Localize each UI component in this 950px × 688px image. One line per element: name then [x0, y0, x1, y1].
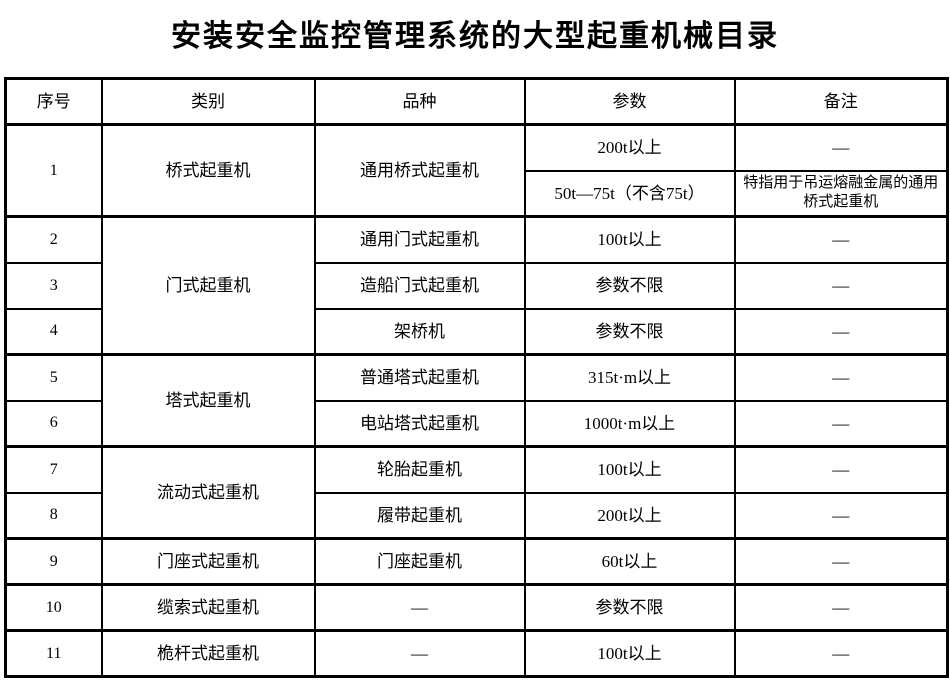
table-row: 11 桅杆式起重机 — 100t以上 —	[4, 629, 949, 678]
crane-catalog-table: 序号 类别 品种 参数 备注 1 桥式起重机 通用桥式起重机 200t以上 — …	[4, 77, 949, 678]
cell-param: 60t以上	[523, 537, 736, 586]
cell-seq: 8	[4, 491, 103, 540]
cell-seq: 4	[4, 307, 103, 356]
cell-variety: 架桥机	[313, 307, 526, 356]
table-row: 9 门座式起重机 门座起重机 60t以上 —	[4, 537, 949, 586]
cell-seq: 10	[4, 583, 103, 632]
cell-param: 100t以上	[523, 629, 736, 678]
header-remark: 备注	[733, 77, 949, 126]
cell-seq: 7	[4, 445, 103, 494]
cell-category: 桅杆式起重机	[100, 629, 316, 678]
table-row: 6 电站塔式起重机 1000t·m以上 —	[4, 399, 949, 448]
header-row: 序号 类别 品种 参数 备注	[4, 77, 949, 126]
cell-param: 315t·m以上	[523, 353, 736, 402]
cell-category: 门座式起重机	[100, 537, 316, 586]
cell-remark: —	[733, 491, 949, 540]
cell-seq: 6	[4, 399, 103, 448]
cell-param: 50t—75t（不含75t）	[523, 169, 736, 218]
cell-param: 1000t·m以上	[523, 399, 736, 448]
cell-param: 参数不限	[523, 261, 736, 310]
table-row: 10 缆索式起重机 — 参数不限 —	[4, 583, 949, 632]
cell-remark: —	[733, 445, 949, 494]
cell-category: 流动式起重机	[100, 445, 316, 540]
cell-param: 100t以上	[523, 215, 736, 264]
header-category: 类别	[100, 77, 316, 126]
cell-seq: 1	[4, 123, 103, 218]
table-row: 4 架桥机 参数不限 —	[4, 307, 949, 356]
cell-variety: 普通塔式起重机	[313, 353, 526, 402]
cell-param: 200t以上	[523, 491, 736, 540]
cell-remark: —	[733, 353, 949, 402]
cell-seq: 3	[4, 261, 103, 310]
table-row: 8 履带起重机 200t以上 —	[4, 491, 949, 540]
cell-remark: —	[733, 399, 949, 448]
table-row: 7 流动式起重机 轮胎起重机 100t以上 —	[4, 445, 949, 540]
cell-remark: 特指用于吊运熔融金属的通用桥式起重机	[733, 169, 949, 218]
cell-remark: —	[733, 261, 949, 310]
cell-seq: 5	[4, 353, 103, 402]
cell-variety: 电站塔式起重机	[313, 399, 526, 448]
cell-category: 塔式起重机	[100, 353, 316, 448]
header-variety: 品种	[313, 77, 526, 126]
header-param: 参数	[523, 77, 736, 126]
cell-param: 200t以上	[523, 123, 736, 172]
cell-variety: 履带起重机	[313, 491, 526, 540]
cell-remark: —	[733, 215, 949, 264]
cell-variety: —	[313, 629, 526, 678]
cell-variety: 门座起重机	[313, 537, 526, 586]
cell-param: 参数不限	[523, 583, 736, 632]
cell-seq: 9	[4, 537, 103, 586]
table-row: 3 造船门式起重机 参数不限 —	[4, 261, 949, 310]
table-row: 5 塔式起重机 普通塔式起重机 315t·m以上 —	[4, 353, 949, 448]
cell-variety: 造船门式起重机	[313, 261, 526, 310]
cell-param: 100t以上	[523, 445, 736, 494]
table-row: 50t—75t（不含75t） 特指用于吊运熔融金属的通用桥式起重机	[6, 169, 949, 218]
cell-param: 参数不限	[523, 307, 736, 356]
cell-variety: —	[313, 583, 526, 632]
cell-remark: —	[733, 123, 949, 172]
cell-variety: 轮胎起重机	[313, 445, 526, 494]
cell-remark: —	[733, 583, 949, 632]
cell-category: 桥式起重机	[100, 123, 316, 218]
cell-category: 缆索式起重机	[100, 583, 316, 632]
cell-seq: 2	[4, 215, 103, 264]
cell-seq: 11	[4, 629, 103, 678]
page-title: 安装安全监控管理系统的大型起重机械目录	[171, 19, 779, 54]
table-row: 2 门式起重机 通用门式起重机 100t以上 —	[4, 215, 949, 356]
cell-remark: —	[733, 629, 949, 678]
header-seq: 序号	[4, 77, 103, 126]
cell-variety: 通用门式起重机	[313, 215, 526, 264]
table-row: 1 桥式起重机 通用桥式起重机 200t以上 —	[4, 123, 949, 218]
cell-variety: 通用桥式起重机	[313, 123, 526, 218]
cell-category: 门式起重机	[100, 215, 316, 356]
cell-remark: —	[733, 307, 949, 356]
cell-remark: —	[733, 537, 949, 586]
